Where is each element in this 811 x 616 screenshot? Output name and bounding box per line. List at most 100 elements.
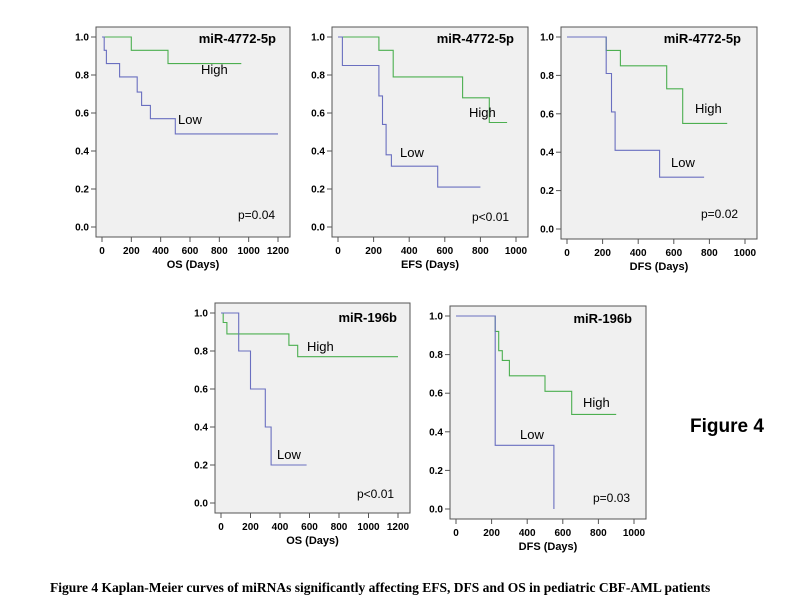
y-tick-label: 1.0 — [429, 312, 443, 323]
x-tick-label: 200 — [242, 522, 259, 533]
x-axis-label: EFS (Days) — [401, 259, 459, 271]
x-tick-label: 400 — [519, 528, 536, 539]
km-panel-4: 0.0 0.2 0.4 0.6 0.8 1.0 0 200 400 600 800 1000 1200 O… — [194, 302, 411, 547]
series-label-high: High — [307, 339, 334, 354]
figure-caption: Figure 4 Kaplan-Meier curves of miRNAs s… — [50, 580, 711, 595]
x-tick-label: 800 — [331, 522, 348, 533]
series-label-high: High — [469, 105, 496, 120]
y-tick-label: 0.0 — [311, 223, 325, 234]
y-tick-label: 1.0 — [540, 33, 554, 44]
series-line-high — [102, 36, 242, 65]
series-line-low — [221, 312, 307, 466]
panel-title: miR-4772-5p — [664, 31, 741, 46]
plot-area — [331, 26, 529, 238]
plot-area — [449, 305, 647, 520]
series-label-low: Low — [277, 447, 301, 462]
y-tick-label: 0.6 — [311, 109, 325, 120]
y-tick-label: 0.4 — [429, 427, 443, 438]
x-tick-label: 800 — [211, 246, 228, 257]
km-panel-5: 0.0 0.2 0.4 0.6 0.8 1.0 0 200 400 600 800 1000 DFS (… — [429, 305, 647, 553]
y-tick-label: 0.8 — [311, 71, 325, 82]
series-line-high — [221, 312, 398, 358]
x-tick-label: 800 — [472, 246, 489, 257]
x-tick-label: 400 — [401, 246, 418, 257]
y-tick-label: 0.0 — [429, 505, 443, 516]
x-axis-label: OS (Days) — [167, 259, 220, 271]
p-value-label: p=0.03 — [593, 491, 630, 505]
y-tick-label: 0.0 — [75, 223, 89, 234]
y-tick-label: 0.4 — [194, 423, 208, 434]
x-tick-label: 0 — [218, 522, 224, 533]
panel-title: miR-196b — [338, 310, 397, 325]
series-line-high — [456, 315, 617, 415]
x-tick-label: 1200 — [387, 522, 410, 533]
series-line-high — [338, 36, 508, 124]
x-tick-label: 0 — [335, 246, 341, 257]
x-tick-label: 200 — [123, 246, 140, 257]
x-tick-label: 600 — [436, 246, 453, 257]
series-label-high: High — [201, 62, 228, 77]
x-tick-label: 0 — [453, 528, 459, 539]
y-tick-label: 0.8 — [540, 71, 554, 82]
p-value-label: p<0.01 — [472, 210, 509, 224]
series-label-low: Low — [400, 145, 424, 160]
x-tick-label: 400 — [152, 246, 169, 257]
p-value-label: p<0.01 — [357, 487, 394, 501]
x-tick-label: 600 — [301, 522, 318, 533]
y-tick-label: 0.2 — [540, 186, 554, 197]
panel-title: miR-4772-5p — [199, 31, 276, 46]
y-tick-label: 0.0 — [194, 499, 208, 510]
x-tick-label: 1000 — [623, 528, 646, 539]
series-label-high: High — [583, 395, 610, 410]
x-tick-label: 200 — [594, 248, 611, 259]
x-tick-label: 400 — [630, 248, 647, 259]
series-line-low — [102, 36, 278, 135]
x-tick-label: 800 — [590, 528, 607, 539]
km-panel-3: 0.0 0.2 0.4 0.6 0.8 1.0 0 200 400 600 800 1000 DFS (… — [540, 26, 758, 273]
y-tick-label: 0.4 — [311, 147, 325, 158]
series-label-low: Low — [178, 112, 202, 127]
x-tick-label: 1200 — [267, 246, 290, 257]
y-tick-label: 0.8 — [194, 347, 208, 358]
x-tick-label: 600 — [182, 246, 199, 257]
x-axis-label: OS (Days) — [286, 535, 339, 547]
plot-area — [95, 26, 291, 238]
x-tick-label: 200 — [365, 246, 382, 257]
plot-area — [214, 302, 411, 514]
plot-area — [560, 26, 758, 240]
km-panel-1: 0.0 0.2 0.4 0.6 0.8 1.0 0 200 400 600 800 1000 1200 O… — [75, 26, 291, 271]
y-tick-label: 1.0 — [194, 309, 208, 320]
y-tick-label: 0.2 — [429, 466, 443, 477]
x-tick-label: 600 — [665, 248, 682, 259]
y-tick-label: 0.4 — [75, 147, 89, 158]
x-tick-label: 0 — [99, 246, 105, 257]
panel-title: miR-196b — [573, 311, 632, 326]
y-tick-label: 0.6 — [429, 389, 443, 400]
x-tick-label: 800 — [701, 248, 718, 259]
series-line-low — [338, 36, 481, 188]
y-tick-label: 1.0 — [75, 33, 89, 44]
y-tick-label: 0.0 — [540, 225, 554, 236]
figure-label: Figure 4 — [690, 416, 764, 437]
series-label-low: Low — [671, 155, 695, 170]
series-label-high: High — [695, 101, 722, 116]
x-tick-label: 200 — [483, 528, 500, 539]
y-tick-label: 0.2 — [194, 461, 208, 472]
x-tick-label: 400 — [272, 522, 289, 533]
x-axis-label: DFS (Days) — [630, 261, 689, 273]
y-tick-label: 0.6 — [540, 109, 554, 120]
y-tick-label: 1.0 — [311, 33, 325, 44]
y-tick-label: 0.2 — [311, 185, 325, 196]
y-tick-label: 0.2 — [75, 185, 89, 196]
y-tick-label: 0.4 — [540, 148, 554, 159]
panel-title: miR-4772-5p — [437, 31, 514, 46]
p-value-label: p=0.02 — [701, 207, 738, 221]
series-line-low — [567, 36, 705, 178]
x-tick-label: 1000 — [238, 246, 261, 257]
y-tick-label: 0.6 — [194, 385, 208, 396]
p-value-label: p=0.04 — [238, 208, 275, 222]
x-tick-label: 600 — [554, 528, 571, 539]
km-panel-2: 0.0 0.2 0.4 0.6 0.8 1.0 0 200 400 600 800 1000 EFS (… — [311, 26, 529, 271]
y-tick-label: 0.6 — [75, 109, 89, 120]
